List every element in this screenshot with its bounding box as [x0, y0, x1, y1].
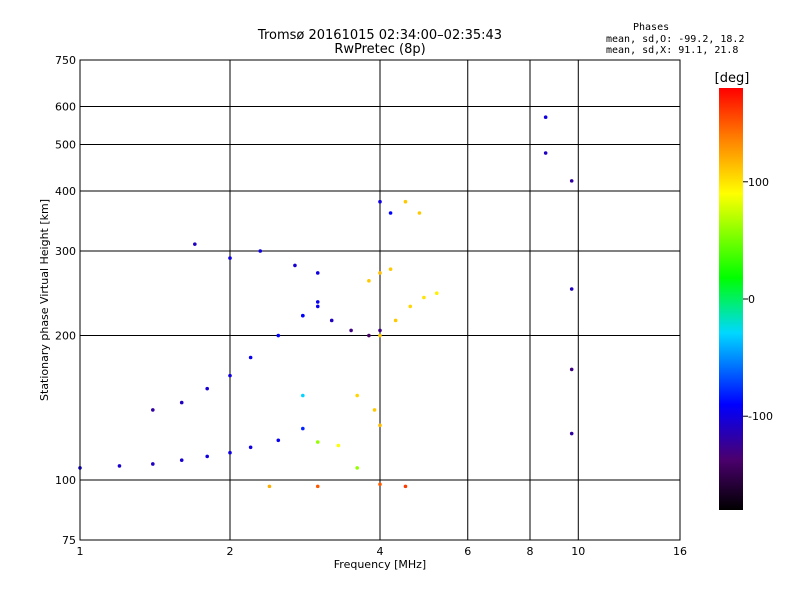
x-tick-label-2: 2 — [227, 545, 234, 558]
data-point-10 — [179, 400, 184, 405]
y-tick-label-600: 600 — [55, 101, 76, 114]
colorbar-tick-label-100: 100 — [748, 176, 769, 189]
grid-lines — [80, 60, 680, 540]
data-point-42 — [378, 199, 382, 204]
data-point-36 — [408, 304, 413, 309]
y-tick-label-75: 75 — [62, 534, 76, 547]
y-tick-label-100: 100 — [55, 474, 76, 487]
data-point-35 — [393, 318, 398, 323]
data-point-40 — [378, 271, 382, 275]
data-point-14 — [276, 333, 281, 338]
data-point-2 — [151, 462, 155, 466]
x-tick-label-8: 8 — [527, 545, 534, 558]
data-point-38 — [434, 291, 439, 296]
x-axis-ticks: 1 2 4 6 8 10 16 — [77, 545, 688, 558]
data-point-46 — [267, 484, 272, 489]
data-point-51 — [543, 115, 548, 120]
data-point-30 — [336, 443, 341, 448]
chart-subtitle: RwPretec (8p) — [334, 42, 426, 57]
colorbar-tick-label--100: -100 — [748, 410, 773, 423]
y-axis-label: Stationary phase Virtual Height [km] — [38, 199, 51, 401]
colorbar-ticks: 100 0 -100 — [743, 176, 773, 423]
data-point-16 — [315, 300, 320, 304]
data-point-53 — [569, 179, 574, 183]
data-point-27 — [378, 328, 382, 333]
data-point-48 — [355, 466, 359, 470]
data-point-23 — [315, 304, 320, 309]
data-point-41 — [388, 267, 393, 271]
data-point-39 — [367, 279, 371, 283]
data-point-43 — [388, 211, 393, 215]
data-point-32 — [372, 408, 377, 412]
data-point-54 — [569, 287, 574, 291]
data-point-4 — [205, 454, 209, 459]
x-axis-label: Frequency [MHz] — [334, 558, 426, 571]
data-point-44 — [403, 199, 408, 204]
data-point-25 — [349, 328, 353, 333]
y-tick-label-200: 200 — [55, 330, 76, 343]
data-point-19 — [258, 249, 263, 253]
y-tick-label-500: 500 — [55, 139, 76, 152]
data-point-3 — [179, 458, 184, 462]
data-point-11 — [205, 386, 209, 391]
data-point-6 — [248, 445, 253, 450]
data-points — [78, 115, 574, 489]
data-point-12 — [228, 373, 232, 378]
data-point-26 — [367, 333, 371, 338]
data-point-1 — [117, 464, 122, 468]
data-point-49 — [378, 482, 382, 487]
x-tick-label-1: 1 — [77, 545, 84, 558]
stats-heading: Phases — [633, 22, 670, 33]
y-tick-label-400: 400 — [55, 185, 76, 198]
colorbar-label: [deg] — [715, 71, 750, 86]
data-point-24 — [329, 318, 334, 323]
data-point-9 — [151, 408, 155, 412]
data-point-20 — [293, 263, 297, 268]
data-point-5 — [228, 450, 232, 455]
chart-title: Tromsø 20161015 02:34:00–02:35:43 — [257, 28, 503, 43]
data-point-18 — [228, 256, 232, 260]
plot-frame — [79, 59, 681, 541]
data-point-34 — [378, 333, 382, 338]
y-axis-ticks: 75 100 200 300 400 500 600 750 — [55, 54, 76, 547]
data-point-17 — [193, 242, 197, 246]
x-tick-label-4: 4 — [377, 545, 384, 558]
x-tick-label-16: 16 — [673, 545, 687, 558]
colorbar-tick-label-0: 0 — [748, 293, 755, 306]
data-point-55 — [569, 367, 574, 372]
data-point-29 — [315, 440, 320, 444]
data-point-21 — [315, 271, 320, 275]
x-tick-label-6: 6 — [464, 545, 471, 558]
x-tick-label-10: 10 — [571, 545, 585, 558]
data-point-37 — [422, 295, 426, 300]
data-point-33 — [378, 423, 382, 428]
data-point-47 — [315, 484, 320, 489]
data-point-22 — [301, 313, 305, 318]
data-point-7 — [276, 438, 281, 443]
y-tick-label-300: 300 — [55, 245, 76, 258]
data-point-52 — [543, 151, 548, 155]
axes — [79, 59, 681, 541]
stats-x-mode: mean, sd,X: 91.1, 21.8 — [606, 45, 739, 56]
y-tick-label-750: 750 — [55, 54, 76, 67]
data-point-31 — [355, 393, 359, 398]
data-point-13 — [248, 355, 253, 360]
data-point-28 — [301, 393, 305, 398]
colorbar — [719, 88, 743, 510]
data-point-50 — [403, 484, 408, 489]
data-point-45 — [417, 211, 422, 215]
data-point-8 — [301, 426, 305, 431]
stats-o-mode: mean, sd,O: -99.2, 18.2 — [606, 34, 745, 45]
data-point-56 — [569, 431, 574, 436]
